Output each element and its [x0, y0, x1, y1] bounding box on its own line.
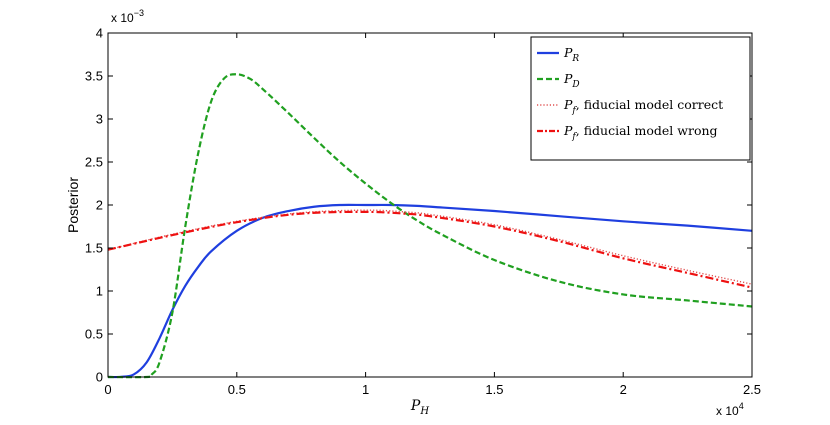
- legend-entry: Pf, fiducial model wrong: [563, 123, 718, 142]
- y-axis-label: Posterior: [65, 177, 81, 233]
- x-tick-label: 0.5: [228, 382, 246, 397]
- y-tick-label: 1: [96, 284, 103, 299]
- y-tick-label: 3.5: [85, 69, 103, 84]
- x-axis-title: PH: [410, 398, 429, 417]
- x-tick-label: 1.5: [485, 382, 503, 397]
- y-tick-label: 1.5: [85, 241, 103, 256]
- y-axis-title: Posterior: [65, 177, 81, 233]
- legend: PR PD Pf, fiducial model correct Pf, fiduci…: [530, 36, 751, 161]
- x-axis-label: PH: [410, 398, 429, 417]
- legend-box: [530, 36, 751, 161]
- axes-layer: 0 0.5 1 1.5 2 2.5 0 0.5 1 1.5 2 2.5 3 3.5 4: [85, 26, 761, 398]
- y-tick-label: 0.5: [85, 327, 103, 342]
- y-multiplier: x 10−3: [111, 8, 144, 25]
- x-multiplier: x 104: [716, 401, 744, 418]
- series-line-3: [107, 210, 753, 289]
- legend-entry: PD: [563, 71, 580, 90]
- x-multiplier-label: x 104: [716, 401, 744, 418]
- legend-entry: Pf, fiducial model correct: [563, 97, 723, 116]
- y-tick-label: 2.5: [85, 155, 103, 170]
- legend-entry: PR: [563, 45, 579, 64]
- y-tick-label: 0: [96, 370, 103, 385]
- x-tick-label: 2.5: [743, 382, 761, 397]
- series-line-2: [107, 209, 753, 285]
- x-tick-label: 0: [104, 382, 111, 397]
- y-tick-label: 3: [96, 112, 103, 127]
- series-layer: [107, 73, 753, 379]
- y-multiplier-label: x 10−3: [111, 8, 144, 25]
- series-line-1: [107, 73, 753, 379]
- y-tick-label: 2: [96, 198, 103, 213]
- x-tick-label: 2: [620, 382, 627, 397]
- x-tick-label: 1: [362, 382, 369, 397]
- series-line-0: [107, 203, 753, 379]
- y-tick-label: 4: [96, 26, 103, 41]
